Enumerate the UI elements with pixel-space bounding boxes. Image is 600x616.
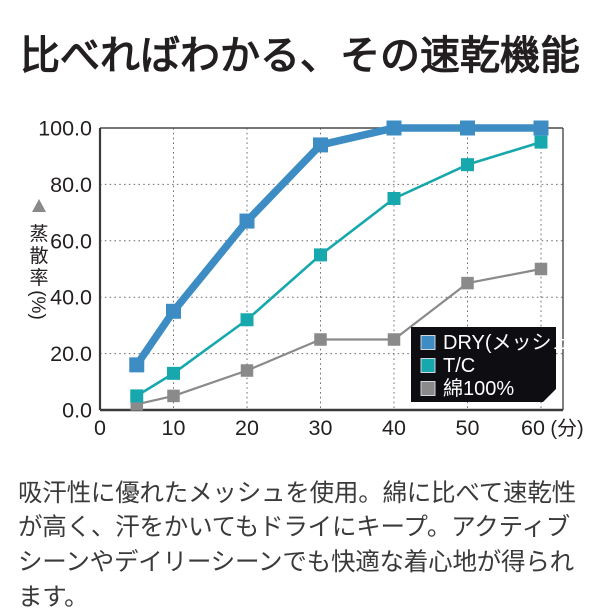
x-tick-label: 10 bbox=[162, 416, 186, 440]
data-point-marker bbox=[461, 276, 474, 290]
x-tick-label: 60 bbox=[521, 416, 545, 440]
chart-legend: DRY(メッシュ) T/C 綿100% bbox=[411, 327, 578, 402]
data-point-marker bbox=[314, 333, 327, 346]
y-tick-labels: 100.0 80.0 60.0 40.0 20.0 0.0 bbox=[38, 117, 92, 423]
x-tick-label: 0 bbox=[94, 416, 106, 440]
y-tick-label: 0.0 bbox=[62, 399, 92, 423]
plot-frame bbox=[98, 127, 564, 412]
data-point-marker bbox=[167, 366, 180, 380]
data-point-marker bbox=[240, 313, 254, 327]
data-point-marker bbox=[167, 389, 180, 403]
y-tick-label: 100.0 bbox=[38, 117, 92, 141]
description-text: 吸汗性に優れたメッシュを使用。綿に比べて速乾性が高く、汗をかいてもドライにキープ… bbox=[18, 479, 576, 611]
y-axis-title-char: 蒸 bbox=[29, 223, 48, 245]
chart-svg: 100.0 80.0 60.0 40.0 20.0 0.0 0 10 20 30… bbox=[27, 117, 584, 441]
data-point-marker bbox=[240, 364, 254, 377]
x-tick-labels: 0 10 20 30 40 50 60 (分) bbox=[94, 416, 584, 440]
x-tick-label: 20 bbox=[235, 416, 259, 440]
data-point-marker bbox=[387, 333, 401, 346]
data-point-marker bbox=[386, 120, 402, 136]
data-point-marker bbox=[239, 213, 255, 229]
x-tick-label: 40 bbox=[382, 416, 406, 440]
x-axis-unit: (分) bbox=[550, 417, 583, 440]
data-point-marker bbox=[129, 357, 145, 373]
legend-label-dry: DRY(メッシュ) bbox=[443, 332, 578, 354]
x-tick-label: 50 bbox=[456, 416, 480, 440]
data-point-marker bbox=[460, 120, 475, 136]
data-series-layer bbox=[129, 120, 549, 411]
y-axis-title-char: (%) bbox=[27, 290, 48, 320]
data-point-marker bbox=[534, 262, 548, 276]
legend-swatch-dry bbox=[420, 335, 436, 350]
legend-swatch-tc bbox=[420, 358, 436, 373]
data-point-marker bbox=[314, 248, 327, 262]
data-point-marker bbox=[461, 158, 474, 172]
data-point-marker bbox=[130, 389, 144, 403]
page-title: 比べればわかる、その速乾機能 bbox=[20, 34, 580, 78]
y-axis-title-group: 蒸 散 率 (%) bbox=[27, 199, 49, 320]
data-point-marker bbox=[534, 135, 548, 149]
y-axis-title-char: 散 bbox=[29, 245, 48, 267]
y-tick-label: 80.0 bbox=[50, 173, 92, 197]
evaporation-rate-chart: 100.0 80.0 60.0 40.0 20.0 0.0 0 10 20 30… bbox=[0, 104, 600, 444]
data-point-marker bbox=[166, 303, 181, 319]
x-tick-label: 30 bbox=[309, 416, 333, 440]
legend-swatch-cotton bbox=[420, 381, 436, 396]
y-tick-label: 20.0 bbox=[50, 342, 92, 366]
data-point-marker bbox=[533, 120, 549, 136]
legend-label-tc: T/C bbox=[443, 355, 475, 377]
legend-background bbox=[411, 327, 556, 402]
data-point-marker bbox=[387, 192, 401, 205]
data-point-marker bbox=[313, 137, 328, 153]
y-tick-label: 40.0 bbox=[50, 286, 92, 310]
legend-label-cotton: 綿100% bbox=[443, 377, 514, 400]
triangle-up-icon bbox=[32, 199, 46, 212]
y-tick-label: 60.0 bbox=[50, 229, 92, 253]
y-axis-title-char: 率 bbox=[29, 267, 48, 289]
product-feature-panel: 比べればわかる、その速乾機能 bbox=[0, 34, 600, 611]
